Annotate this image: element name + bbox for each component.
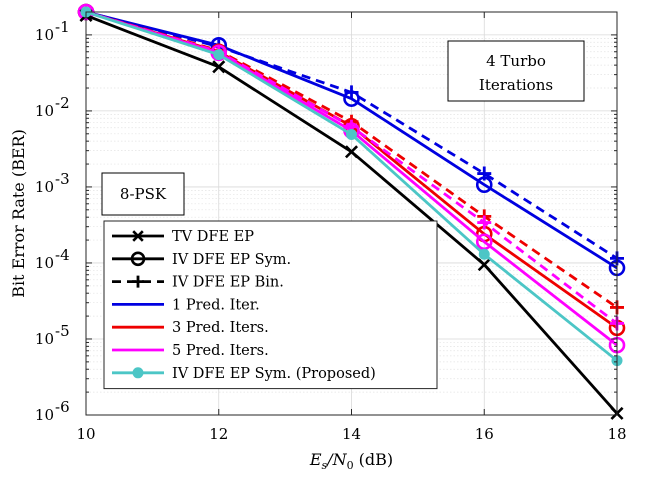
y-tick-label-exponent: -2: [55, 94, 70, 112]
y-tick-label: 10: [35, 102, 54, 120]
marker-x: [132, 230, 144, 242]
x-axis-label-sub-0: 0: [347, 459, 354, 472]
legend-label: 5 Pred. Iters.: [172, 343, 269, 359]
x-axis-label-n: /N: [325, 450, 347, 469]
x-tick-label: 16: [475, 425, 494, 443]
y-tick-label-exponent: -5: [55, 322, 70, 340]
marker-dot: [478, 248, 490, 260]
y-axis-label: Bit Error Rate (BER): [9, 129, 28, 298]
x-tick-label: 18: [607, 425, 626, 443]
y-tick-label-exponent: -3: [55, 170, 70, 188]
x-axis-label-e: E: [309, 450, 322, 469]
series-line: [85, 10, 618, 270]
marker-dot: [213, 49, 225, 61]
marker-x: [212, 60, 226, 74]
marker-dot: [132, 367, 144, 379]
y-tick-label-exponent: -6: [55, 398, 70, 416]
marker-x: [477, 258, 491, 272]
marker-circle: [475, 233, 493, 251]
legend-item: 3 Pred. Iters.: [112, 320, 269, 336]
annotation-turbo-iterations: 4 Turbo Iterations: [447, 40, 585, 102]
marker-plus: [132, 275, 144, 288]
legend-label: IV DFE EP Sym. (Proposed): [172, 366, 376, 382]
x-tick-label: 12: [209, 425, 228, 443]
x-tick-label: 14: [342, 425, 361, 443]
annotation-box: [447, 40, 585, 102]
marker-x: [344, 145, 359, 159]
legend-item: IV DFE EP Sym. (Proposed): [112, 366, 376, 382]
marker-circle: [475, 176, 493, 193]
legend-item: IV DFE EP Sym.: [112, 251, 291, 268]
marker-circle: [343, 90, 360, 107]
series-layer: [77, 3, 626, 420]
x-axis-label-sub-s: s: [322, 459, 328, 472]
marker-dot: [346, 128, 357, 140]
y-tick-label: 10: [35, 330, 54, 348]
legend-item: 5 Pred. Iters.: [112, 343, 269, 359]
x-tick-label: 10: [76, 425, 95, 443]
y-tick-label-exponent: -1: [55, 18, 70, 36]
y-tick-label: 10: [35, 178, 54, 196]
marker-plus: [477, 215, 492, 230]
annotation-modulation: 8-PSK: [101, 172, 185, 216]
legend-item: IV DFE EP Bin.: [112, 275, 284, 291]
marker-circle: [130, 251, 146, 267]
y-tick-label-exponent: -4: [55, 246, 70, 264]
legend-item: 1 Pred. Iter.: [112, 297, 260, 313]
legend-label: IV DFE EP Bin.: [172, 275, 284, 291]
legend-item: TV DFE EP: [112, 229, 254, 245]
x-axis-label-unit: (dB): [354, 450, 394, 469]
x-axis-label: Es/N0 (dB): [309, 450, 393, 472]
annotation-line: 8-PSK: [120, 185, 167, 203]
y-tick-label: 10: [35, 254, 54, 272]
legend-label: 3 Pred. Iters.: [172, 320, 269, 336]
legend-label: TV DFE EP: [172, 229, 254, 245]
axes: [85, 11, 618, 416]
y-tick-label: 10: [35, 406, 54, 424]
legend: TV DFE EP IV DFE EP Sym. IV DFE EP Bin. 1 P…: [103, 220, 438, 390]
annotation-box: [101, 172, 185, 216]
series-iv-dfe-ep-sym-proposed: [80, 6, 623, 367]
y-tick-label: 10: [35, 26, 54, 44]
annotation-line-1: 4 Turbo: [486, 52, 546, 70]
legend-label: 1 Pred. Iter.: [172, 297, 260, 313]
legend-label: IV DFE EP Sym.: [172, 252, 291, 268]
annotation-line-2: Iterations: [479, 76, 553, 94]
